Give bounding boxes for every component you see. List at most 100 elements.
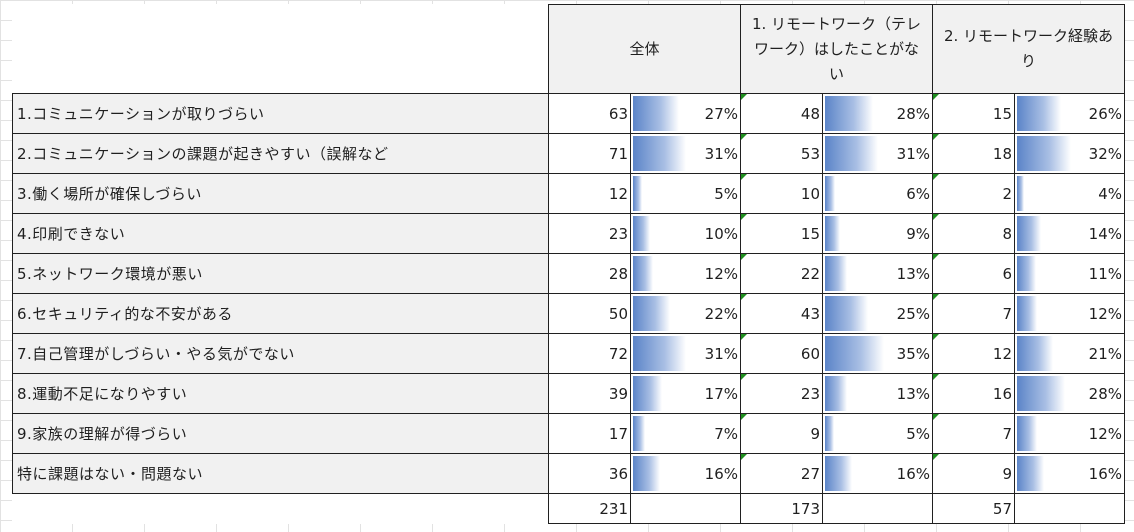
count-remote[interactable]: 7 bbox=[932, 413, 1015, 454]
percent-no-remote-cell[interactable]: 6% bbox=[822, 173, 933, 214]
count-all[interactable]: 12 bbox=[548, 173, 631, 214]
count-remote[interactable]: 9 bbox=[932, 453, 1015, 494]
count-remote[interactable]: 18 bbox=[932, 133, 1015, 174]
row-label[interactable]: 5.ネットワーク環境が悪い bbox=[12, 253, 549, 294]
count-no-remote[interactable]: 15 bbox=[740, 213, 823, 254]
percent-no-remote-cell[interactable]: 16% bbox=[822, 453, 933, 494]
percent-no-remote-cell[interactable]: 35% bbox=[822, 333, 933, 374]
data-bar bbox=[1017, 216, 1041, 251]
row-label[interactable]: 3.働く場所が確保しづらい bbox=[12, 173, 549, 214]
row-label[interactable]: 1.コミュニケーションが取りづらい bbox=[12, 93, 549, 134]
count-all[interactable]: 36 bbox=[548, 453, 631, 494]
percent-no-remote-cell[interactable]: 31% bbox=[822, 133, 933, 174]
count-no-remote[interactable]: 10 bbox=[740, 173, 823, 214]
percent-all-cell[interactable]: 27% bbox=[630, 93, 741, 134]
row-label[interactable]: 2.コミュニケーションの課題が起きやすい（誤解など bbox=[12, 133, 549, 174]
percent-remote-cell[interactable]: 11% bbox=[1014, 253, 1125, 294]
row-label[interactable]: 4.印刷できない bbox=[12, 213, 549, 254]
percent-no-remote-cell[interactable]: 5% bbox=[822, 413, 933, 454]
row-label[interactable]: 特に課題はない・問題ない bbox=[12, 453, 549, 494]
table-row: 8.運動不足になりやすい 39 17% 23 13% 16 28% bbox=[12, 373, 1125, 414]
percent-remote-cell[interactable]: 12% bbox=[1014, 413, 1125, 454]
count-remote[interactable]: 7 bbox=[932, 293, 1015, 334]
percent-no-remote-cell[interactable]: 28% bbox=[822, 93, 933, 134]
table-row: 7.自己管理がしづらい・やる気がでない 72 31% 60 35% 12 21% bbox=[12, 333, 1125, 374]
data-bar bbox=[1017, 336, 1053, 371]
percent-all-cell[interactable]: 10% bbox=[630, 213, 741, 254]
percent-all: 22% bbox=[704, 304, 738, 323]
header-no-remote[interactable]: 1. リモートワーク（テレワーク）はしたことがない bbox=[740, 4, 933, 94]
count-no-remote[interactable]: 43 bbox=[740, 293, 823, 334]
count-remote[interactable]: 12 bbox=[932, 333, 1015, 374]
data-bar bbox=[633, 256, 653, 291]
data-bar bbox=[1017, 176, 1024, 211]
percent-remote: 32% bbox=[1088, 144, 1122, 163]
count-all[interactable]: 17 bbox=[548, 413, 631, 454]
percent-remote-cell[interactable]: 21% bbox=[1014, 333, 1125, 374]
percent-all-cell[interactable]: 12% bbox=[630, 253, 741, 294]
percent-all-cell[interactable]: 22% bbox=[630, 293, 741, 334]
percent-remote-cell[interactable]: 4% bbox=[1014, 173, 1125, 214]
count-all[interactable]: 50 bbox=[548, 293, 631, 334]
totals-label-cell[interactable] bbox=[12, 493, 549, 524]
count-all[interactable]: 71 bbox=[548, 133, 631, 174]
percent-all-cell[interactable]: 5% bbox=[630, 173, 741, 214]
total-all[interactable]: 231 bbox=[548, 493, 631, 524]
percent-all-cell[interactable]: 7% bbox=[630, 413, 741, 454]
total-no-remote[interactable]: 173 bbox=[740, 493, 823, 524]
total-remote[interactable]: 57 bbox=[932, 493, 1015, 524]
percent-remote-cell[interactable]: 12% bbox=[1014, 293, 1125, 334]
table-row: 5.ネットワーク環境が悪い 28 12% 22 13% 6 11% bbox=[12, 253, 1125, 294]
row-label[interactable]: 8.運動不足になりやすい bbox=[12, 373, 549, 414]
total-remote-blank[interactable] bbox=[1014, 493, 1125, 524]
total-all-blank[interactable] bbox=[630, 493, 741, 524]
count-remote[interactable]: 6 bbox=[932, 253, 1015, 294]
total-no-remote-blank[interactable] bbox=[822, 493, 933, 524]
percent-remote-cell[interactable]: 26% bbox=[1014, 93, 1125, 134]
count-no-remote[interactable]: 53 bbox=[740, 133, 823, 174]
count-all[interactable]: 23 bbox=[548, 213, 631, 254]
count-no-remote[interactable]: 48 bbox=[740, 93, 823, 134]
percent-all-cell[interactable]: 31% bbox=[630, 333, 741, 374]
percent-no-remote: 9% bbox=[906, 224, 930, 243]
percent-all-cell[interactable]: 17% bbox=[630, 373, 741, 414]
totals-row: 231 173 57 bbox=[12, 493, 1125, 524]
count-no-remote[interactable]: 22 bbox=[740, 253, 823, 294]
percent-all-cell[interactable]: 31% bbox=[630, 133, 741, 174]
header-corner-cell[interactable] bbox=[12, 4, 549, 94]
percent-remote-cell[interactable]: 32% bbox=[1014, 133, 1125, 174]
percent-remote-cell[interactable]: 16% bbox=[1014, 453, 1125, 494]
row-label[interactable]: 7.自己管理がしづらい・やる気がでない bbox=[12, 333, 549, 374]
percent-no-remote-cell[interactable]: 13% bbox=[822, 253, 933, 294]
percent-no-remote-cell[interactable]: 13% bbox=[822, 373, 933, 414]
count-remote[interactable]: 16 bbox=[932, 373, 1015, 414]
percent-remote: 26% bbox=[1088, 104, 1122, 123]
count-no-remote[interactable]: 23 bbox=[740, 373, 823, 414]
count-no-remote[interactable]: 9 bbox=[740, 413, 823, 454]
percent-no-remote: 13% bbox=[896, 264, 930, 283]
percent-no-remote-cell[interactable]: 25% bbox=[822, 293, 933, 334]
data-bar bbox=[633, 296, 670, 331]
count-remote[interactable]: 8 bbox=[932, 213, 1015, 254]
header-all[interactable]: 全体 bbox=[548, 4, 741, 94]
percent-no-remote-cell[interactable]: 9% bbox=[822, 213, 933, 254]
count-remote[interactable]: 15 bbox=[932, 93, 1015, 134]
count-no-remote[interactable]: 27 bbox=[740, 453, 823, 494]
header-remote[interactable]: 2. リモートワーク経験あり bbox=[932, 4, 1125, 94]
percent-remote-cell[interactable]: 28% bbox=[1014, 373, 1125, 414]
count-remote[interactable]: 2 bbox=[932, 173, 1015, 214]
count-no-remote[interactable]: 60 bbox=[740, 333, 823, 374]
row-label[interactable]: 6.セキュリティ的な不安がある bbox=[12, 293, 549, 334]
percent-all: 31% bbox=[704, 344, 738, 363]
count-all[interactable]: 63 bbox=[548, 93, 631, 134]
percent-remote: 21% bbox=[1088, 344, 1122, 363]
percent-all: 12% bbox=[704, 264, 738, 283]
count-all[interactable]: 39 bbox=[548, 373, 631, 414]
percent-remote-cell[interactable]: 14% bbox=[1014, 213, 1125, 254]
count-all[interactable]: 28 bbox=[548, 253, 631, 294]
percent-all-cell[interactable]: 16% bbox=[630, 453, 741, 494]
count-all[interactable]: 72 bbox=[548, 333, 631, 374]
percent-no-remote: 28% bbox=[896, 104, 930, 123]
row-label[interactable]: 9.家族の理解が得づらい bbox=[12, 413, 549, 454]
